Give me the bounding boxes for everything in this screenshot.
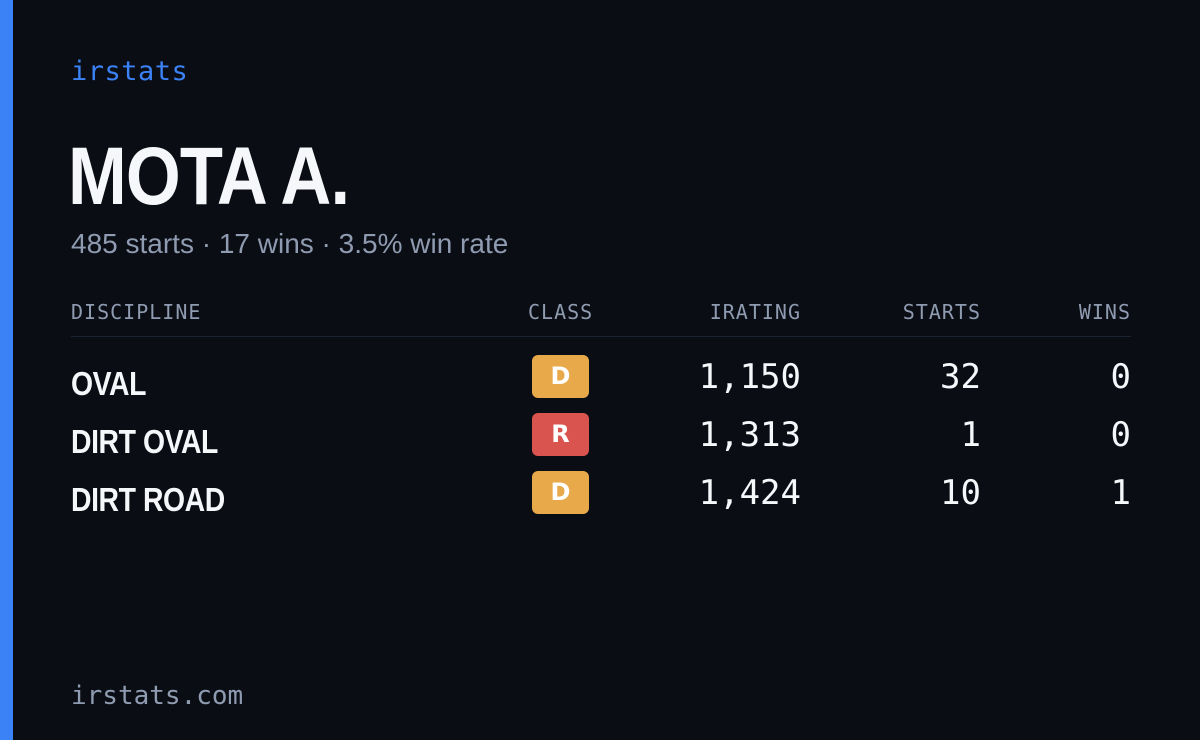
header-wins: WINS	[1078, 300, 1131, 324]
discipline-name: OVAL	[71, 365, 147, 402]
header-irating: IRATING	[709, 300, 801, 324]
discipline-table: DISCIPLINE CLASS IRATING STARTS WINS OVA…	[71, 296, 1131, 527]
table-row: DIRT ROAD D 1,424 10 1	[71, 469, 1131, 527]
starts-value: 1	[960, 415, 981, 455]
driver-name: MOTA A.	[68, 131, 350, 222]
table-body: OVAL D 1,150 32 0 DIRT OVAL R 1,313 1 0 …	[71, 337, 1131, 527]
wins-value: 1	[1110, 473, 1131, 513]
class-badge: D	[532, 471, 589, 514]
driver-summary: 485 starts · 17 wins · 3.5% win rate	[71, 228, 509, 259]
table-header: DISCIPLINE CLASS IRATING STARTS WINS	[71, 296, 1131, 337]
irating-value: 1,424	[698, 473, 801, 513]
irating-value: 1,313	[698, 415, 801, 455]
starts-value: 10	[940, 473, 981, 513]
class-badge: R	[532, 413, 589, 456]
starts-value: 32	[940, 357, 981, 397]
header-class: CLASS	[528, 300, 594, 324]
table-row: DIRT OVAL R 1,313 1 0	[71, 411, 1131, 469]
brand-logo: irstats	[71, 56, 189, 87]
wins-value: 0	[1110, 415, 1131, 455]
header-starts: STARTS	[902, 300, 981, 324]
header-discipline: DISCIPLINE	[71, 300, 202, 324]
irating-value: 1,150	[698, 357, 801, 397]
class-badge: D	[532, 355, 589, 398]
discipline-name: DIRT ROAD	[71, 481, 225, 518]
footer-url: irstats.com	[71, 681, 244, 711]
accent-bar	[0, 0, 13, 740]
table-row: OVAL D 1,150 32 0	[71, 353, 1131, 411]
discipline-name: DIRT OVAL	[71, 423, 218, 460]
wins-value: 0	[1110, 357, 1131, 397]
